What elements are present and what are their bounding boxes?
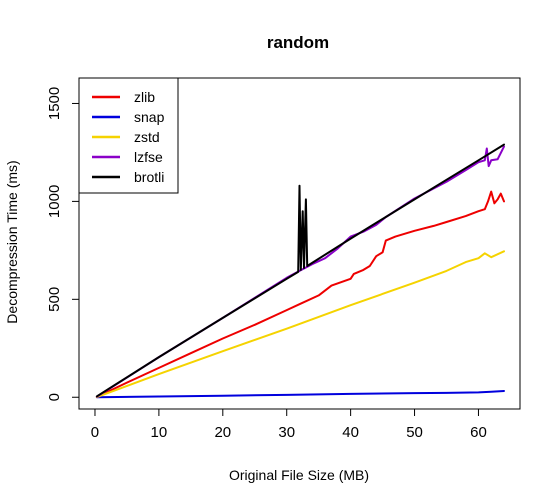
- x-tick-label-20: 20: [214, 424, 231, 441]
- legend: zlib snap zstd lzfse brotli: [78, 77, 179, 194]
- series-line-snap: [95, 390, 505, 399]
- x-tick-label-10: 10: [151, 424, 168, 441]
- x-tick-label-50: 50: [406, 424, 423, 441]
- y-tick-label-500: 500: [46, 287, 63, 312]
- y-tick-label-1000: 1000: [46, 185, 63, 218]
- x-tick-label-40: 40: [342, 424, 359, 441]
- legend-label-zlib: zlib: [134, 89, 155, 105]
- chart-title: random: [267, 33, 329, 52]
- series-layer: [95, 143, 505, 399]
- series-line-zstd: [95, 250, 505, 399]
- series-line-zlib: [95, 190, 505, 398]
- legend-label-snap: snap: [134, 109, 165, 125]
- x-axis: 0 10 20 30 40 50 60: [91, 408, 487, 441]
- x-tick-label-60: 60: [470, 424, 487, 441]
- x-axis-label: Original File Size (MB): [229, 467, 369, 483]
- y-tick-label-1500: 1500: [46, 87, 63, 120]
- y-tick-label-0: 0: [46, 393, 63, 401]
- x-tick-label-30: 30: [278, 424, 295, 441]
- legend-label-lzfse: lzfse: [134, 149, 163, 165]
- legend-label-brotli: brotli: [134, 169, 164, 185]
- y-axis: 0 500 1000 1500: [46, 87, 80, 401]
- y-axis-label: Decompression Time (ms): [4, 160, 20, 323]
- series-line-brotli: [95, 143, 505, 398]
- legend-label-zstd: zstd: [134, 129, 160, 145]
- x-tick-label-0: 0: [91, 424, 99, 441]
